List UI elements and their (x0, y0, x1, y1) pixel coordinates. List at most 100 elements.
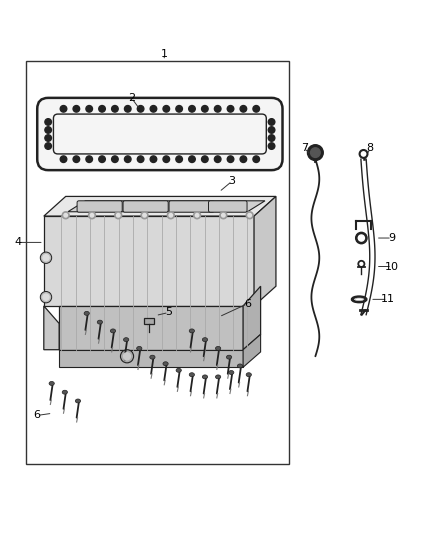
Text: 11: 11 (381, 294, 395, 304)
FancyBboxPatch shape (53, 114, 266, 154)
Circle shape (189, 156, 195, 163)
Polygon shape (68, 201, 265, 212)
Circle shape (40, 252, 52, 263)
Circle shape (201, 106, 208, 112)
Ellipse shape (355, 298, 364, 301)
Ellipse shape (150, 355, 155, 359)
Ellipse shape (97, 320, 102, 324)
Polygon shape (44, 216, 254, 306)
Circle shape (356, 232, 367, 244)
Circle shape (215, 156, 221, 163)
Circle shape (45, 127, 51, 133)
Circle shape (201, 156, 208, 163)
Text: 9: 9 (389, 233, 396, 243)
FancyBboxPatch shape (77, 201, 122, 212)
Circle shape (195, 214, 199, 217)
Circle shape (120, 350, 134, 363)
Circle shape (253, 106, 259, 112)
Polygon shape (243, 286, 261, 350)
Circle shape (268, 135, 275, 141)
Circle shape (268, 119, 275, 125)
Polygon shape (44, 197, 276, 216)
Ellipse shape (137, 346, 142, 350)
Polygon shape (59, 350, 243, 367)
Circle shape (43, 294, 49, 300)
Circle shape (40, 292, 52, 303)
Text: 10: 10 (385, 262, 399, 271)
FancyBboxPatch shape (169, 201, 214, 212)
Polygon shape (243, 334, 261, 367)
Circle shape (163, 156, 170, 163)
Circle shape (73, 106, 80, 112)
Circle shape (358, 235, 364, 241)
Circle shape (220, 212, 227, 219)
Ellipse shape (352, 297, 366, 302)
Ellipse shape (84, 311, 89, 316)
Circle shape (117, 214, 120, 217)
Text: 3: 3 (229, 176, 236, 186)
Circle shape (307, 145, 323, 160)
Ellipse shape (237, 364, 243, 368)
Circle shape (73, 156, 80, 163)
Circle shape (124, 353, 131, 360)
Circle shape (248, 214, 251, 217)
Circle shape (227, 106, 234, 112)
Ellipse shape (202, 338, 208, 342)
Circle shape (194, 212, 201, 219)
FancyBboxPatch shape (37, 98, 283, 170)
Circle shape (215, 106, 221, 112)
Circle shape (246, 212, 253, 219)
Ellipse shape (226, 355, 232, 359)
Circle shape (163, 106, 170, 112)
Circle shape (240, 156, 247, 163)
Circle shape (60, 156, 67, 163)
Circle shape (99, 156, 105, 163)
Circle shape (99, 106, 105, 112)
Circle shape (43, 255, 49, 261)
Circle shape (112, 106, 118, 112)
Bar (144, 318, 154, 324)
Ellipse shape (163, 362, 168, 366)
Circle shape (45, 135, 51, 141)
Text: 2: 2 (128, 93, 135, 103)
Text: 6: 6 (34, 410, 41, 421)
Ellipse shape (229, 370, 234, 375)
Ellipse shape (189, 329, 194, 333)
Circle shape (115, 212, 122, 219)
Ellipse shape (246, 373, 251, 377)
Circle shape (86, 106, 92, 112)
Ellipse shape (75, 399, 81, 403)
Text: 8: 8 (367, 143, 374, 154)
Ellipse shape (189, 373, 194, 377)
Circle shape (253, 156, 259, 163)
Circle shape (138, 106, 144, 112)
Ellipse shape (215, 375, 221, 379)
Circle shape (62, 212, 69, 219)
Circle shape (311, 148, 320, 157)
Text: 4: 4 (14, 237, 21, 247)
Text: 6: 6 (244, 298, 251, 309)
FancyBboxPatch shape (208, 201, 247, 212)
Circle shape (90, 214, 94, 217)
Circle shape (124, 156, 131, 163)
Circle shape (222, 214, 225, 217)
Circle shape (64, 214, 67, 217)
Circle shape (150, 106, 157, 112)
Circle shape (227, 156, 234, 163)
Circle shape (169, 214, 173, 217)
Circle shape (112, 156, 118, 163)
Circle shape (189, 106, 195, 112)
Circle shape (138, 156, 144, 163)
Polygon shape (59, 306, 243, 350)
Circle shape (150, 156, 157, 163)
Circle shape (143, 214, 146, 217)
Ellipse shape (124, 338, 129, 342)
Polygon shape (44, 306, 59, 350)
FancyBboxPatch shape (123, 201, 168, 212)
Circle shape (240, 106, 247, 112)
Circle shape (268, 143, 275, 149)
Ellipse shape (49, 382, 54, 385)
Circle shape (45, 119, 51, 125)
Circle shape (88, 212, 95, 219)
Ellipse shape (62, 390, 67, 394)
